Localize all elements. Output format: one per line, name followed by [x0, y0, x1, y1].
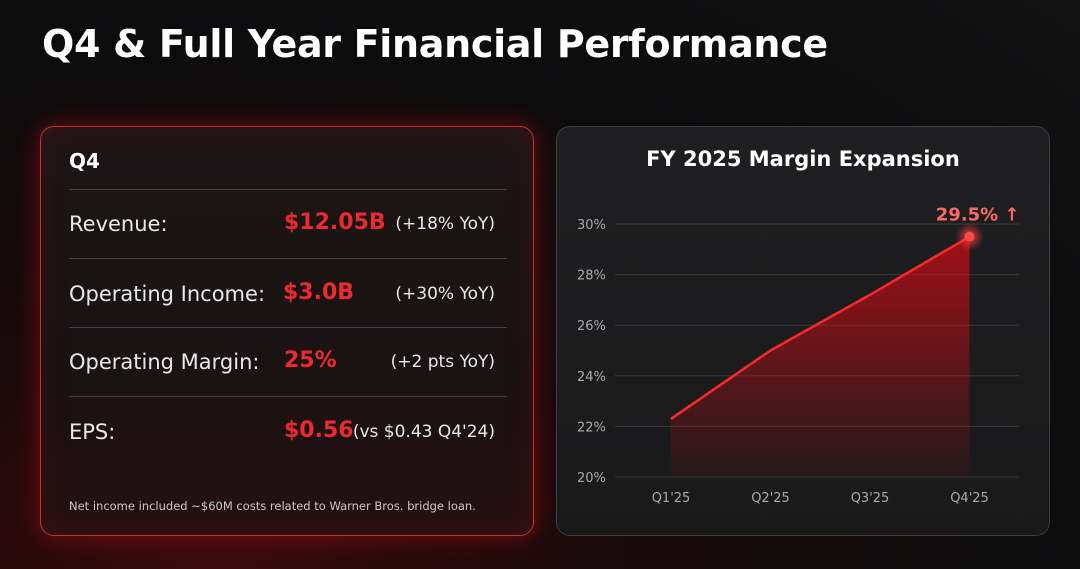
- y-tick-label: 20%: [577, 471, 606, 486]
- x-tick-label: Q4'25: [950, 491, 989, 506]
- q4-heading: Q4: [69, 149, 100, 173]
- metric-row-eps: EPS: $0.56 (vs $0.43 Q4'24): [69, 418, 507, 448]
- margin-chart-card: FY 2025 Margin Expansion 20% 22% 24% 26% 28%…: [556, 126, 1050, 536]
- data-point: [964, 231, 975, 242]
- metric-row-operating-margin: Operating Margin: 25% (+2 pts YoY): [69, 348, 507, 378]
- metric-label: Operating Income:: [69, 282, 266, 306]
- metric-change: (+30% YoY): [395, 284, 495, 304]
- x-tick-label: Q2'25: [751, 491, 790, 506]
- margin-chart: 20% 22% 24% 26% 28% 30% Q1'25 Q2'25 Q3'25 Q4'25 29…: [577, 205, 1020, 506]
- metric-label: Operating Margin:: [69, 350, 260, 374]
- chart-title: FY 2025 Margin Expansion: [646, 147, 960, 171]
- page-title: Q4 & Full Year Financial Performance: [42, 22, 828, 66]
- x-tick-label: Q1'25: [652, 491, 691, 506]
- y-tick-label: 26%: [577, 319, 606, 334]
- y-tick-label: 24%: [577, 370, 606, 385]
- x-tick-label: Q3'25: [851, 491, 890, 506]
- y-tick-label: 28%: [577, 269, 606, 284]
- metric-change: (vs $0.43 Q4'24): [352, 422, 495, 442]
- metric-value: 25%: [284, 348, 337, 373]
- data-label-callout: 29.5% ↑: [936, 205, 1020, 226]
- divider: [69, 258, 507, 259]
- metric-row-operating-income: Operating Income: $3.0B (+30% YoY): [69, 280, 507, 310]
- y-tick-label: 22%: [577, 420, 606, 435]
- q4-metrics-card: Q4 Revenue: $12.05B (+18% YoY) Operating…: [40, 126, 534, 536]
- divider: [69, 327, 507, 328]
- divider: [69, 396, 507, 397]
- series-area: [671, 236, 970, 477]
- metric-row-revenue: Revenue: $12.05B (+18% YoY): [69, 210, 507, 240]
- footnote: Net income included ~$60M costs related …: [69, 499, 476, 513]
- metric-change: (+18% YoY): [395, 214, 495, 234]
- series-line: [670, 235, 971, 420]
- metric-value: $12.05B: [284, 210, 386, 235]
- metric-value: $0.56: [284, 418, 354, 443]
- metric-value: $3.0B: [283, 280, 355, 305]
- y-tick-label: 30%: [577, 218, 606, 233]
- metric-label: EPS:: [69, 420, 116, 444]
- metric-label: Revenue:: [69, 212, 168, 236]
- divider: [69, 189, 507, 190]
- metric-change: (+2 pts YoY): [390, 352, 495, 372]
